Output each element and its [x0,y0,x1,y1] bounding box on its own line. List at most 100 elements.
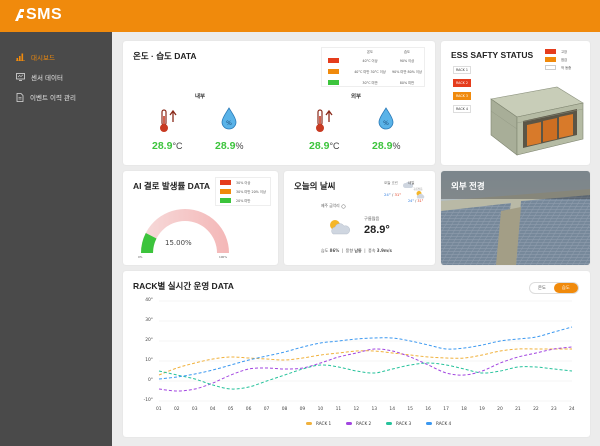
y-tick-label: 20° [145,338,153,343]
weather-card: 오늘의 날씨 제주 금악리 구름많음 28.9° 습도 86% | 풍향 남동 … [284,171,435,265]
rack-button-4[interactable]: RACK 4 [453,105,471,113]
legend-swatch-green [220,198,231,203]
exterior-title: 외부 전경 [451,181,485,191]
humidity-drop-icon: % [378,107,394,130]
series-line-rack-2 [158,346,573,392]
legend-item-rack-2[interactable]: RACK 2 [346,421,371,426]
toggle-temp[interactable]: 온도 [538,286,546,291]
x-tick-label: 16 [425,407,431,412]
sidebar: 대시보드 센서 데이터 이벤트 이력 관리 [0,32,112,446]
rack-button-2[interactable]: RACK 2 [453,79,471,87]
rack-button-3[interactable]: RACK 3 [453,92,471,100]
top-bar: SMS [0,0,600,32]
rack-button-1[interactable]: RACK 1 [453,66,471,74]
thermo-legend: 온도 습도 40°C 이상 90% 이상 40°C 미만 30°C 이상 90%… [321,47,425,87]
x-tick-label: 19 [479,407,485,412]
rack-line-chart [158,300,573,402]
app-logo[interactable]: SMS [14,6,62,24]
x-tick-label: 09 [299,407,306,412]
exterior-card: 외부 전경 [441,171,590,265]
humidity-drop-icon: % [221,107,237,130]
legend-label: 점검 [561,57,568,62]
legend-row: 40°C 미만 30°C 이상 90% 미만 80% 이상 [322,66,424,77]
forecast-tomorrow-desc: 구름많음 [413,188,423,191]
x-tick-label: 24 [569,407,575,412]
legend-swatch-green [328,80,339,85]
legend-temp: 40°C 이상 [362,59,378,63]
rack-chart-title: RACK별 실시간 운영 DATA [133,281,234,291]
thermo-card: 온도 · 습도 DATA 온도 습도 40°C 이상 90% 이상 40°C 미… [123,41,435,165]
bar-chart-icon [16,53,25,61]
legend-swatch-orange [328,69,339,74]
x-tick-label: 14 [389,407,396,412]
x-tick-label: 05 [227,407,234,412]
forecast-tomorrow-temps: 24° / 31° [408,199,424,203]
sidebar-item-sensor-data[interactable]: 센서 데이터 [16,72,63,82]
y-tick-label: 30° [145,318,153,323]
x-tick-label: 06 [245,407,252,412]
legend-label: RACK 1 [316,421,332,426]
y-tick-label: 40° [145,298,153,303]
legend-item-rack-1[interactable]: RACK 1 [306,421,331,426]
thermometer-icon [316,109,333,132]
legend-label: 고장 [561,49,568,54]
series-line-rack-3 [158,362,573,390]
legend-item-rack-4[interactable]: RACK 4 [426,421,451,426]
sidebar-item-label: 이벤트 이력 관리 [30,94,76,102]
document-icon [16,92,24,102]
thermometer-icon [160,109,177,132]
x-tick-label: 17 [443,407,449,412]
outside-hum-value: 28.9% [372,140,401,152]
legend-swatch-red [328,58,339,63]
y-tick-label: 0° [148,378,153,383]
inside-label: 내부 [195,94,206,100]
x-tick-label: 10 [317,407,324,412]
legend-row: 30°C 미만 80% 미만 [322,77,424,88]
legend-swatch-red [545,48,556,54]
metric-toggle: 온도 습도 [529,282,579,294]
legend-label: 작 동중 [561,65,572,70]
outside-label: 외부 [351,94,362,100]
legend-row: 40°C 이상 90% 이상 [322,55,424,66]
cloudy-sun-small-icon [416,191,425,199]
cloud-icon [403,181,413,188]
series-line-rack-1 [158,348,572,376]
weather-condition: 구름많음 [364,216,380,221]
x-tick-label: 04 [209,407,216,412]
svg-text:%: % [383,120,389,127]
legend-header-hum: 습도 [403,50,411,54]
weather-title: 오늘의 날씨 [294,181,336,191]
sidebar-item-dashboard[interactable]: 대시보드 [16,52,55,62]
x-tick-label: 20 [497,407,503,412]
app-logo-text: SMS [26,6,63,23]
thermo-title: 온도 · 습도 DATA [133,51,197,61]
weather-temp: 28.9° [364,224,390,236]
series-line-rack-4 [158,326,573,380]
weather-location: 제주 금악리 [321,203,346,209]
toggle-humidity[interactable]: 습도 [553,283,578,293]
legend-label: RACK 2 [356,421,372,426]
legend-label: 30% 미만 20% 이상 [236,190,266,194]
x-tick-label: 12 [353,407,360,412]
x-tick-label: 03 [191,407,198,412]
legend-item-rack-3[interactable]: RACK 3 [386,421,411,426]
ess-legend: 고장 점검 작 동중 [545,47,571,71]
legend-label: RACK 4 [436,421,452,426]
sidebar-item-label: 센서 데이터 [31,74,63,82]
x-tick-label: 08 [281,407,288,412]
legend-swatch [386,422,392,425]
ai-rate-value: 15.00% [165,239,192,247]
outside-temp-value: 28.9°C [309,140,340,152]
legend-hum: 80% 미만 [399,81,415,85]
x-tick-label: 07 [263,407,270,412]
x-tick-label: 01 [156,407,162,412]
exterior-photo [441,171,590,265]
location-icon [341,203,346,209]
gauge-min-label: 0% [138,255,143,259]
x-tick-label: 22 [533,407,539,412]
sidebar-item-event-history[interactable]: 이벤트 이력 관리 [16,92,76,102]
legend-swatch-orange [220,189,231,194]
ess-card: ESS SAFTY STATUS 고장 점검 작 동중 RACK 1 RACK … [441,41,590,165]
gauge-fill [141,233,157,253]
x-tick-label: 13 [371,407,378,412]
